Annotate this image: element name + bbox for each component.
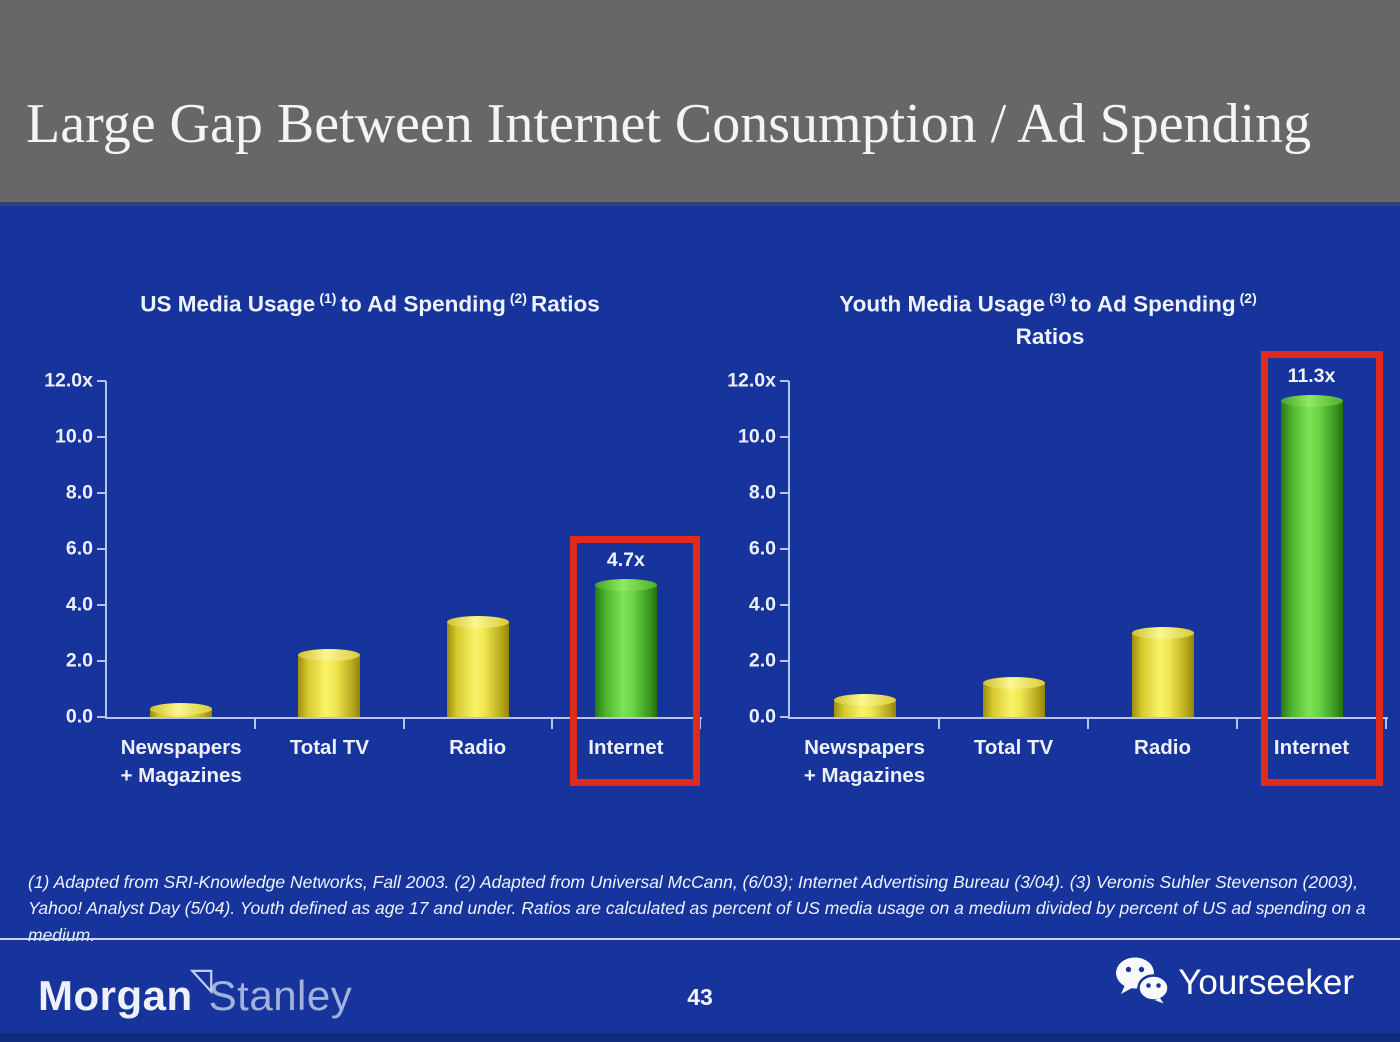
chart-title-text: to Ad Spending [1070,291,1236,317]
chart-title-line1: Youth Media Usage (3) to Ad Spending (2) [770,288,1330,321]
y-tick-label: 12.0x [727,369,776,392]
morgan-stanley-logo: Morgan Stanley [38,969,353,1020]
watermark: Yourseeker [1115,956,1354,1009]
y-tick-mark [97,436,106,438]
x-tick-mark [699,718,701,729]
footnote: (1) Adapted from SRI-Knowledge Networks,… [28,872,1366,945]
y-tick-label: 10.0 [738,425,776,448]
y-tick-mark [780,436,789,438]
y-tick-label: 10.0 [55,425,93,448]
y-axis [788,381,790,719]
bar-internet [1280,394,1343,717]
morgan-stanley-triangle-icon [189,956,214,1004]
y-tick-label: 8.0 [65,481,93,504]
chart-title-text: Ratios [530,291,600,317]
page-number: 43 [687,984,713,1010]
category-label-newspapers-magazines: Newspapers + Magazines [803,736,926,787]
bar-value-label: 11.3x [1287,364,1336,387]
y-tick-mark [97,380,106,382]
plot-area-youth: 12.0x 10.0 8.0 6.0 4.0 2.0 0.0 Newspapers + Mag… [727,365,1388,787]
footnote-ref: (2) [1239,290,1257,306]
category-label-total-tv: Total TV [289,736,370,759]
category-label-internet: Internet [588,736,664,759]
category-label-newspapers-magazines: Newspapers + Magazines [120,736,242,787]
y-tick-label: 0.0 [65,705,93,728]
y-tick-mark [780,660,789,662]
y-tick-mark [780,492,789,494]
bar-newspapers-magazines [833,694,896,717]
x-tick-mark [938,718,940,729]
chart-title-us: US Media Usage (1) to Ad Spending (2) Ratios [60,288,680,321]
y-tick-mark [97,716,106,718]
y-tick-mark [97,604,106,606]
y-tick-label: 4.0 [65,593,93,616]
bar-total-tv [982,677,1045,717]
x-tick-mark [254,718,257,729]
y-tick-mark [780,380,789,382]
y-tick-mark [97,548,106,550]
wechat-icon [1115,956,1170,1009]
y-tick-label: 6.0 [748,537,776,560]
y-tick-label: 2.0 [65,649,93,672]
x-tick-mark [402,718,405,729]
bottom-strip [0,1033,1400,1042]
footer-divider [0,938,1400,940]
y-tick-label: 4.0 [748,593,776,616]
brand-stanley: Stanley [208,972,353,1019]
chart-title-line2: Ratios [1015,324,1085,350]
y-tick-label: 2.0 [748,649,776,672]
bar-value-label: 4.7x [606,549,645,572]
header-divider [0,202,1400,206]
y-tick-mark [780,548,789,550]
brand-morgan: Morgan [38,972,193,1019]
chart-title-text: US Media Usage [140,291,316,317]
plot-area-us: 12.0x 10.0 8.0 6.0 4.0 2.0 0.0 Newspapers + Mag… [44,370,702,787]
x-tick-mark [1236,718,1238,729]
chart-title-text: to Ad Spending [340,291,506,317]
category-label-radio: Radio [1134,736,1191,759]
internet-highlight-box-youth [1261,351,1383,786]
bar-total-tv [298,649,361,717]
internet-highlight-box-us [570,536,700,786]
y-tick-mark [780,604,789,606]
y-tick-label: 0.0 [748,705,776,728]
chart-title-text: Youth Media Usage [839,291,1046,317]
y-tick-label: 12.0x [44,369,93,392]
slide-title: Large Gap Between Internet Consumption /… [26,93,1312,155]
bar-internet [594,579,657,717]
category-label-internet: Internet [1273,736,1350,759]
footnote-ref: (2) [509,290,527,306]
y-tick-label: 6.0 [65,537,93,560]
footnote-ref: (1) [319,290,337,306]
category-label-radio: Radio [449,736,507,759]
footnote-ref: (3) [1049,290,1067,306]
category-label-total-tv: Total TV [973,736,1054,759]
y-axis [105,381,107,719]
y-tick-mark [97,660,106,662]
y-tick-label: 8.0 [748,481,776,504]
y-tick-mark [97,492,106,494]
x-tick-mark [550,718,553,729]
bar-radio [1131,627,1194,717]
slide-header: Large Gap Between Internet Consumption /… [0,0,1400,202]
bar-radio [446,615,509,717]
x-tick-mark [1087,718,1089,729]
y-tick-mark [780,716,789,718]
bar-newspapers-magazines [150,702,213,717]
chart-title-youth: Youth Media Usage (3) to Ad Spending (2) Ra… [770,288,1330,354]
x-tick-mark [1385,718,1387,729]
watermark-label: Yourseeker [1178,962,1354,1002]
